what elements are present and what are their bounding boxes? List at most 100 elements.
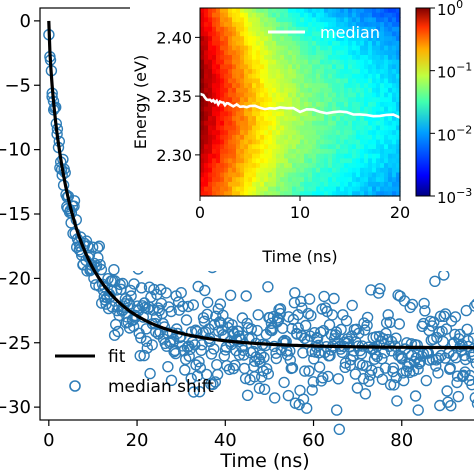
heatmap-cell [392,26,397,33]
heatmap-cell [300,17,305,23]
heatmap-cell [236,130,241,136]
heatmap-cell [372,167,377,174]
heatmap-cell [268,144,273,150]
heatmap-cell [272,149,277,155]
heatmap-cell [356,12,361,18]
heatmap-cell [324,172,329,178]
heatmap-cell [260,167,265,174]
heatmap-cell [312,163,317,169]
heatmap-cell [356,87,361,94]
heatmap-cell [356,125,361,131]
heatmap-cell [340,139,345,145]
heatmap-cell [340,130,345,136]
heatmap-cell [276,45,281,51]
data-point [365,284,377,296]
heatmap-cell [356,191,361,197]
heatmap-cell [252,69,257,75]
data-point [376,373,389,385]
heatmap-cell [316,55,321,61]
data-point [185,372,197,385]
heatmap-cell [220,45,225,51]
heatmap-cell [380,144,385,150]
heatmap-cell [372,69,377,75]
data-point [418,297,430,310]
heatmap-cell [360,73,365,80]
data-point [359,388,372,400]
heatmap-cell [324,186,329,192]
heatmap-cell [236,125,241,131]
heatmap-cell [208,22,213,28]
heatmap-cell [284,181,289,188]
heatmap-cell [252,153,257,159]
heatmap-cell [240,134,245,141]
heatmap-cell [296,12,301,18]
heatmap-cell [296,92,301,98]
heatmap-cell [380,120,385,127]
heatmap-cell [204,116,209,122]
heatmap-cell [384,172,389,178]
heatmap-cell [220,102,225,108]
data-point [307,376,319,388]
heatmap-cell [252,120,257,127]
heatmap-cell [376,31,381,37]
heatmap-cell [280,17,285,23]
heatmap-cell [220,106,225,112]
heatmap-cell [304,186,309,192]
data-point [92,252,104,264]
heatmap-cell [340,181,345,188]
heatmap-cell [392,83,397,89]
heatmap-cell [340,186,345,192]
heatmap-cell [384,163,389,169]
heatmap-cell [312,191,317,197]
heatmap-cell [340,172,345,178]
heatmap-cell [348,78,353,84]
heatmap-cell [264,125,269,131]
heatmap-cell [224,26,229,33]
heatmap-cell [352,69,357,75]
heatmap-cell [240,191,245,197]
heatmap-cell [364,45,369,51]
heatmap-cell [328,78,333,84]
heatmap-cell [216,139,221,145]
heatmap-cell [272,83,277,89]
heatmap-cell [208,8,213,14]
heatmap-cell [272,102,277,108]
heatmap-cell [364,163,369,169]
heatmap-cell [244,83,249,89]
heatmap-cell [292,130,297,136]
heatmap-cell [208,149,213,155]
heatmap-cell [396,92,401,98]
heatmap-cell [324,73,329,80]
heatmap-cell [268,92,273,98]
heatmap-cell [328,12,333,18]
heatmap-cell [232,22,237,28]
heatmap-cell [212,186,217,192]
data-point [232,325,245,337]
heatmap-cell [256,172,261,178]
heatmap-cell [228,26,233,33]
heatmap-cell [376,181,381,188]
heatmap-cell [352,97,357,103]
heatmap-cell [356,120,361,127]
heatmap-cell [304,31,309,37]
heatmap-cell [224,8,229,14]
heatmap-cell [256,64,261,70]
heatmap-cell [336,31,341,37]
data-point [390,332,402,344]
heatmap-cell [240,40,245,47]
heatmap-cell [324,177,329,183]
heatmap-cell [208,106,213,112]
heatmap-cell [256,73,261,80]
heatmap-cell [380,22,385,28]
heatmap-cell [248,40,253,47]
heatmap-cell [368,167,373,174]
heatmap-cell [312,116,317,122]
heatmap-cell [328,186,333,192]
heatmap-cell [328,125,333,131]
heatmap-cell [372,55,377,61]
heatmap-cell [216,172,221,178]
heatmap-cell [252,92,257,98]
heatmap-cell [252,111,257,117]
heatmap-cell [240,144,245,150]
heatmap-cell [392,97,397,103]
